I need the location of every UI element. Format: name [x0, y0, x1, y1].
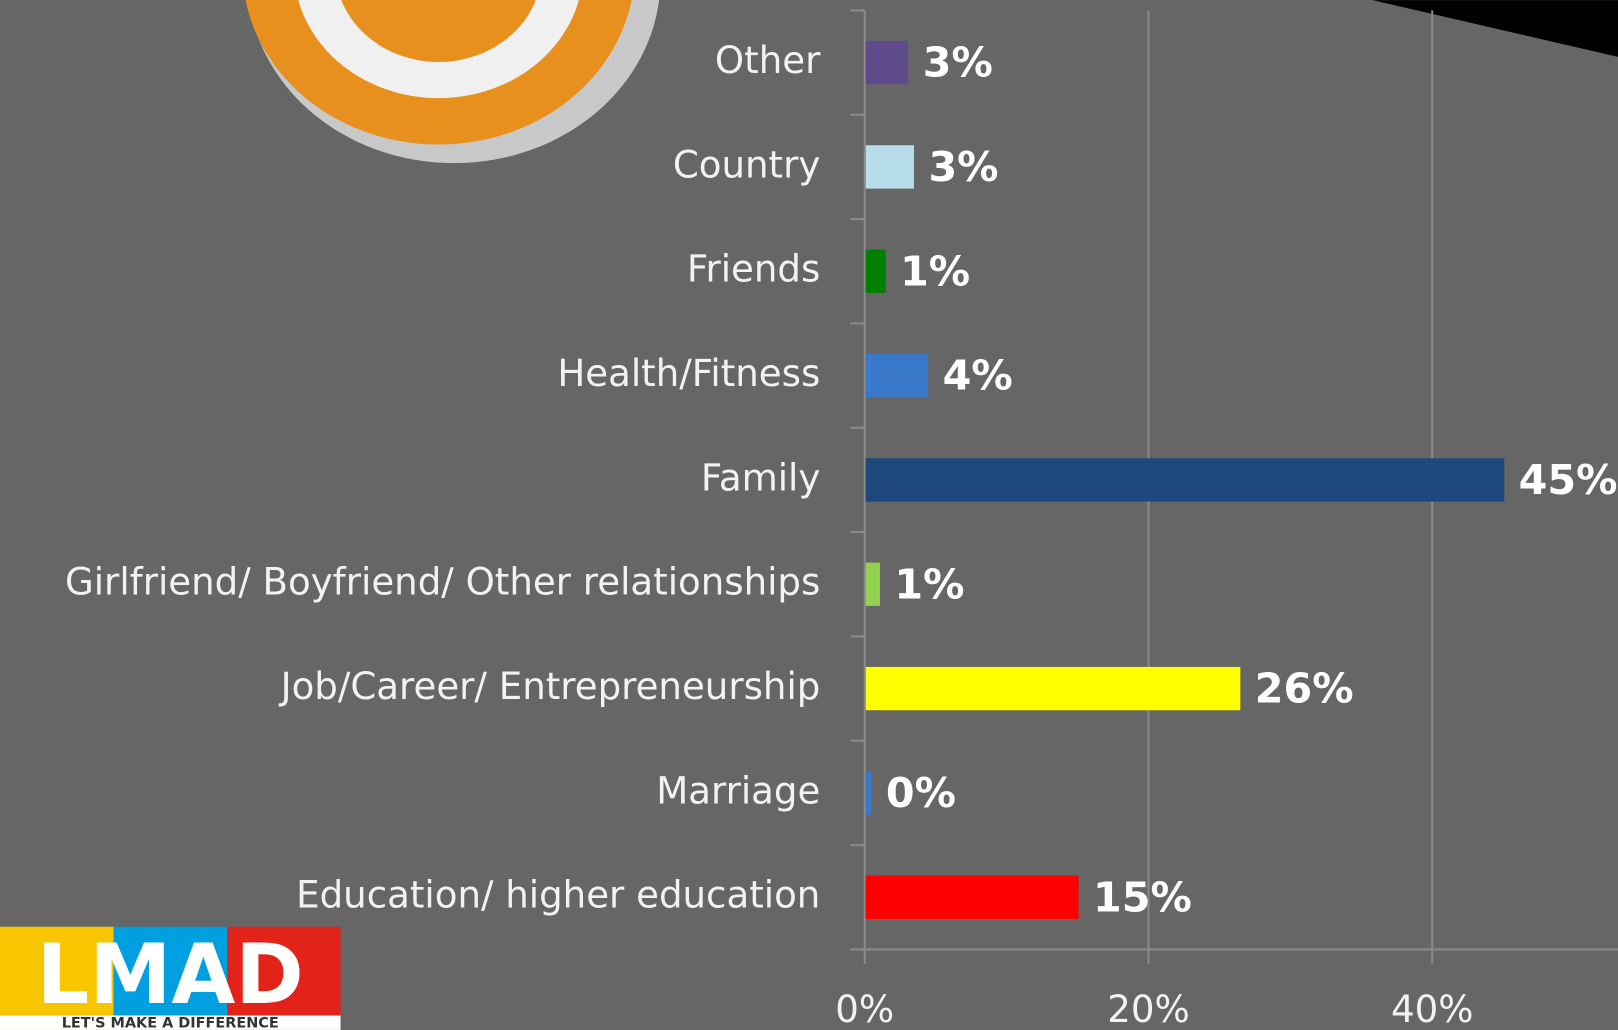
y-tick-label: Family — [701, 456, 820, 499]
corner-decoration — [1372, 0, 1618, 57]
value-label: 15% — [1093, 873, 1192, 921]
bar — [865, 562, 880, 606]
value-label: 1% — [894, 560, 964, 608]
bar — [865, 771, 872, 815]
y-tick-label: Education/ higher education — [296, 874, 820, 917]
logo: LMAD LET'S MAKE A DIFFERENCE — [0, 926, 341, 1030]
logo-title: LMAD — [37, 927, 304, 1023]
value-label: 1% — [900, 247, 970, 295]
value-label: 4% — [943, 352, 1013, 400]
value-label: 0% — [886, 769, 956, 817]
value-label: 3% — [923, 39, 993, 87]
value-label: 3% — [928, 143, 998, 191]
y-tick-label: Other — [715, 39, 821, 82]
y-tick-label: Country — [673, 143, 821, 186]
y-tick-label: Marriage — [656, 769, 820, 812]
value-label: 26% — [1255, 665, 1354, 713]
x-tick-label: 20% — [1107, 988, 1190, 1030]
bar — [865, 666, 1241, 711]
bar — [865, 353, 929, 398]
bar — [865, 249, 886, 293]
logo-tagline: LET'S MAKE A DIFFERENCE — [62, 1016, 279, 1030]
y-tick-label: Health/Fitness — [557, 352, 820, 395]
bar — [865, 145, 914, 189]
value-label: 45% — [1519, 456, 1618, 504]
y-tick-label: Girlfriend/ Boyfriend/ Other relationshi… — [65, 561, 820, 604]
x-tick-label: 40% — [1391, 988, 1474, 1030]
y-tick-label: Friends — [687, 248, 821, 291]
bar — [865, 40, 909, 85]
x-tick-label: 0% — [835, 988, 894, 1030]
bar — [865, 458, 1505, 502]
y-tick-label: Job/Career/ Entrepreneurship — [279, 665, 821, 708]
bar — [865, 875, 1079, 919]
target-decoration — [245, 0, 660, 164]
